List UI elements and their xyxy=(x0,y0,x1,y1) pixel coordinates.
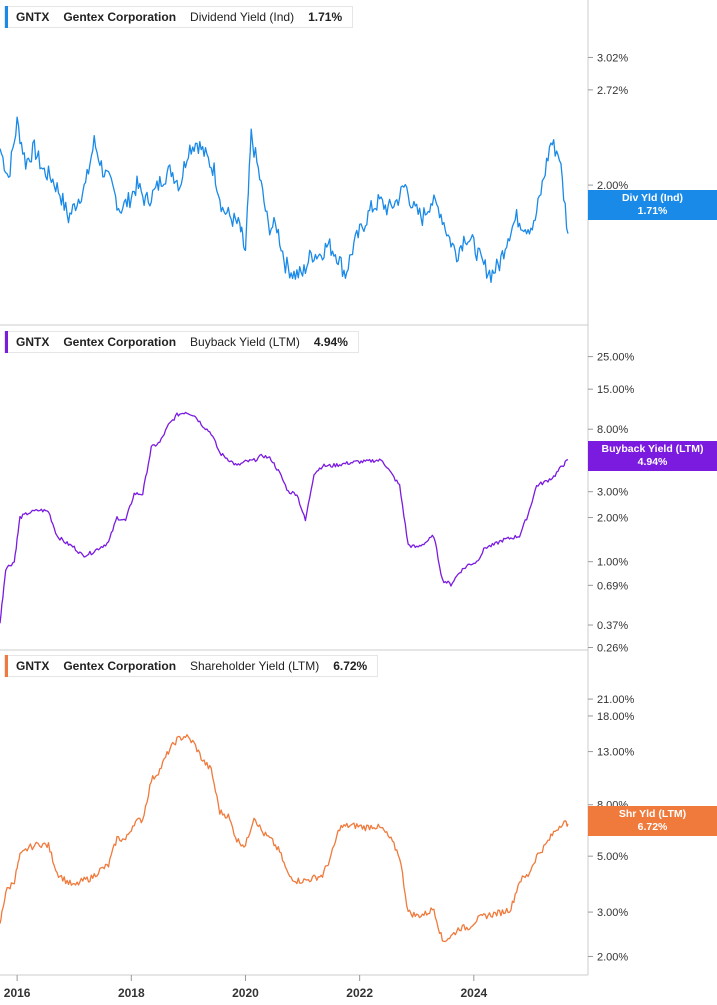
y-tick-label: 3.00% xyxy=(597,907,628,919)
legend-ticker: GNTX xyxy=(16,335,50,349)
y-tick-label: 5.00% xyxy=(597,851,628,863)
legend-company: Gentex Corporation xyxy=(63,659,177,673)
y-tick-label: 0.69% xyxy=(597,580,628,592)
tag-value: 1.71% xyxy=(637,205,668,217)
y-tick-label: 18.00% xyxy=(597,711,635,723)
legend-company: Gentex Corporation xyxy=(63,335,177,349)
y-tick-label: 1.00% xyxy=(597,557,628,569)
y-tick-label: 2.00% xyxy=(597,180,628,192)
y-tick-label: 2.00% xyxy=(597,513,628,525)
y-tick-label: 15.00% xyxy=(597,384,635,396)
legend-value: 4.94% xyxy=(313,335,348,349)
legend-metric: Buyback Yield (LTM) xyxy=(190,335,300,349)
last-value-tag-buyback: Buyback Yield (LTM) 4.94% xyxy=(588,441,717,471)
x-tick-label: 2020 xyxy=(232,986,259,1000)
x-tick-label: 2016 xyxy=(4,986,31,1000)
tag-value: 6.72% xyxy=(637,821,668,833)
legend-value: 1.71% xyxy=(308,10,343,24)
y-tick-label: 21.00% xyxy=(597,694,635,706)
x-tick-label: 2018 xyxy=(118,986,145,1000)
legend-shareholder-yield: GNTX Gentex Corporation Shareholder Yiel… xyxy=(4,655,379,677)
last-value-tag-dividend: Div Yld (Ind) 1.71% xyxy=(588,190,717,220)
y-tick-label: 25.00% xyxy=(597,352,635,364)
series-line-2 xyxy=(0,734,569,943)
legend-buyback-yield: GNTX Gentex Corporation Buyback Yield (L… xyxy=(4,331,359,353)
tag-label: Div Yld (Ind) xyxy=(621,192,684,204)
legend-company: Gentex Corporation xyxy=(63,10,177,24)
legend-ticker: GNTX xyxy=(16,10,50,24)
legend-swatch-shareholder xyxy=(5,655,8,677)
legend-metric: Dividend Yield (Ind) xyxy=(190,10,295,24)
tag-label: Shr Yld (LTM) xyxy=(618,808,687,820)
y-tick-label: 8.00% xyxy=(597,424,628,436)
y-tick-label: 0.26% xyxy=(597,643,628,655)
legend-swatch-buyback xyxy=(5,331,8,353)
y-tick-label: 2.00% xyxy=(597,951,628,963)
y-tick-label: 13.00% xyxy=(597,747,635,759)
x-tick-label: 2022 xyxy=(346,986,373,1000)
series-line-0 xyxy=(0,116,569,284)
x-tick-label: 2024 xyxy=(460,986,487,1000)
legend-dividend-yield: GNTX Gentex Corporation Dividend Yield (… xyxy=(4,6,354,28)
y-tick-label: 2.72% xyxy=(597,85,628,97)
legend-metric: Shareholder Yield (LTM) xyxy=(190,659,320,673)
y-tick-label: 3.00% xyxy=(597,487,628,499)
y-tick-label: 3.02% xyxy=(597,52,628,64)
last-value-tag-shareholder: Shr Yld (LTM) 6.72% xyxy=(588,806,717,836)
legend-ticker: GNTX xyxy=(16,659,50,673)
tag-label: Buyback Yield (LTM) xyxy=(601,443,704,455)
legend-value: 6.72% xyxy=(333,659,368,673)
tag-value: 4.94% xyxy=(637,456,668,468)
series-line-1 xyxy=(0,411,569,624)
legend-swatch-dividend xyxy=(5,6,8,28)
y-tick-label: 0.37% xyxy=(597,620,628,632)
